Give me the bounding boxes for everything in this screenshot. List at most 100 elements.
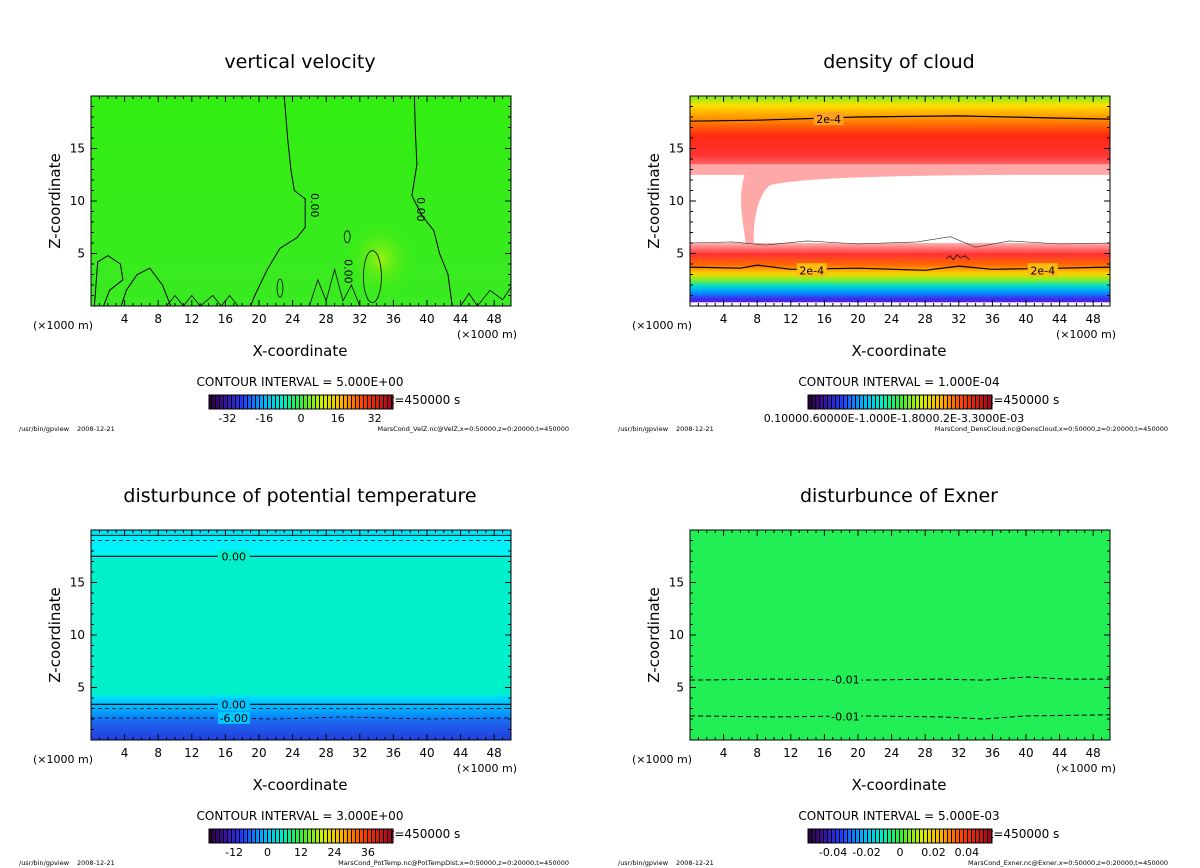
x-tick-label: 20 [251, 746, 266, 760]
x-tick-label: 40 [419, 746, 434, 760]
x-tick-label: 8 [154, 312, 162, 326]
x-unit-right: (×1000 m) [457, 762, 517, 775]
x-unit-right: (×1000 m) [457, 328, 517, 341]
contour-label: 2e-4 [816, 113, 841, 126]
x-tick-label: 36 [386, 746, 401, 760]
x-tick-label: 4 [720, 312, 728, 326]
contour-noise [945, 254, 970, 261]
contour-line [343, 230, 351, 244]
colorbar-tick-label: 0.04 [955, 846, 980, 859]
contour-line [411, 95, 453, 307]
cloud-shading [690, 96, 1110, 306]
x-tick-label: 24 [884, 312, 899, 326]
y-axis: 5 10 15 Z-coordinate [46, 540, 511, 730]
contour-label: -0.01 [831, 674, 859, 687]
colorbar-tick-label: -12 [225, 846, 243, 859]
colorbar-tick-label: -0.02 [852, 846, 880, 859]
x-tick-label: 20 [850, 312, 865, 326]
x-axis-label: X-coordinate [852, 342, 947, 360]
colorbar-tick-label: 0 [897, 846, 904, 859]
contour-label-bg [217, 711, 250, 724]
colorbar-frame [208, 394, 394, 410]
colorbar-tick-label: 32 [368, 412, 382, 425]
colorbar: -0.04 -0.02 0 0.02 0.04 [807, 828, 993, 859]
x-tick-label: 44 [1052, 312, 1067, 326]
footer-date: 2008-12-21 [676, 859, 714, 867]
footer-source: /usr/bin/gpview [19, 859, 70, 867]
plot-area: -0.01 -0.01 [689, 530, 1111, 740]
x-tick-label: 36 [386, 312, 401, 326]
contour-label-bg [217, 550, 250, 563]
x-tick-label: 40 [1018, 746, 1033, 760]
footer-dataset: MarsCond_PotTemp.nc@PotTempDist,x=0:5000… [338, 859, 569, 867]
contour-label-bg [1027, 263, 1058, 277]
y-tick-label: 5 [77, 247, 85, 261]
y-tick-label: 15 [669, 576, 684, 590]
contour-line [689, 264, 1111, 271]
contour-label: 2e-4 [799, 264, 824, 277]
x-tick-label: 28 [319, 312, 334, 326]
x-tick-label: 4 [121, 312, 129, 326]
time-stamp: t=450000 s [390, 827, 461, 841]
contour-line [93, 255, 124, 307]
x-tick-label: 48 [487, 312, 502, 326]
contour-label: 0.00 [222, 550, 247, 563]
x-tick-label: 32 [951, 746, 966, 760]
y-tick-label: 5 [77, 681, 85, 695]
footer-source: /usr/bin/gpview [19, 425, 70, 433]
x-tick-label: 48 [1086, 746, 1101, 760]
y-tick-label: 15 [70, 142, 85, 156]
colorbar-tick-label: 0 [298, 412, 305, 425]
colorbar: 0.10000.60000E-1.000E-1.8000.2E-3.3000E-… [764, 394, 1024, 425]
y-axis-label: Z-coordinate [645, 587, 663, 682]
x-tick-label: 16 [817, 746, 832, 760]
contour-label: 0.00 [222, 698, 247, 711]
y-axis: 5 10 15 Z-coordinate [645, 540, 1110, 730]
field-shading [91, 96, 511, 306]
contour-label: -0.01 [831, 710, 859, 723]
contour-line [689, 115, 1111, 122]
colorbar-tick-label: 24 [327, 846, 341, 859]
y-tick-label: 15 [70, 576, 85, 590]
x-tick-label: 32 [951, 312, 966, 326]
chart-title: disturbunce of potential temperature [123, 485, 476, 507]
x-tick-label: 40 [1018, 312, 1033, 326]
x-axis: 4 8 12 16 20 24 28 32 36 40 44 48(×1000 m)(×1000 m)… [632, 530, 1116, 794]
x-tick-label: 12 [184, 746, 199, 760]
footer-source: /usr/bin/gpview [618, 425, 669, 433]
colorbar-lines [209, 829, 393, 843]
x-axis-label: X-coordinate [253, 342, 348, 360]
x-tick-label: 28 [918, 746, 933, 760]
x-tick-label: 4 [121, 746, 129, 760]
y-tick-label: 10 [70, 194, 85, 208]
x-tick-label: 16 [817, 312, 832, 326]
x-unit-right: (×1000 m) [1056, 762, 1116, 775]
contour-line [120, 267, 172, 307]
contour-label-bg [796, 263, 827, 277]
plot-area: 2e-4 2e-4 2e-4 [689, 96, 1111, 306]
x-axis: 4 8 12 16 20 24 28 32 36 40 44 48(×1000 m)(×1000 m)… [33, 96, 517, 360]
x-tick-label: 24 [285, 312, 300, 326]
x-axis: 4 8 12 16 20 24 28 32 36 40 44 48(×1000 m)(×1000 m)… [33, 530, 517, 794]
y-tick-label: 10 [669, 194, 684, 208]
footer-date: 2008-12-21 [77, 425, 115, 433]
chart-title: vertical velocity [224, 51, 375, 73]
contour-label-bg [829, 710, 862, 723]
x-tick-label: 24 [884, 746, 899, 760]
x-unit-left: (×1000 m) [632, 319, 692, 332]
colorbar: -12 0 12 24 36 [208, 828, 394, 859]
colorbar-frame [807, 828, 993, 844]
x-tick-label: 32 [352, 746, 367, 760]
contour-line [166, 267, 512, 307]
panel-exner: disturbunce of Exner-0.01-0.014 8 12 16 20 24… [618, 485, 1168, 867]
x-tick-label: 12 [184, 312, 199, 326]
chart-title: disturbunce of Exner [800, 485, 998, 507]
contour-label-bg [829, 673, 862, 686]
contour-interval: CONTOUR INTERVAL = 1.000E-04 [798, 375, 999, 389]
y-axis: 5 10 15 Z-coordinate [645, 106, 1110, 296]
x-tick-label: 24 [285, 746, 300, 760]
contour-label-bg [813, 112, 844, 126]
colorbar-tick-label: 0 [264, 846, 271, 859]
colorbar-lines [808, 829, 992, 843]
